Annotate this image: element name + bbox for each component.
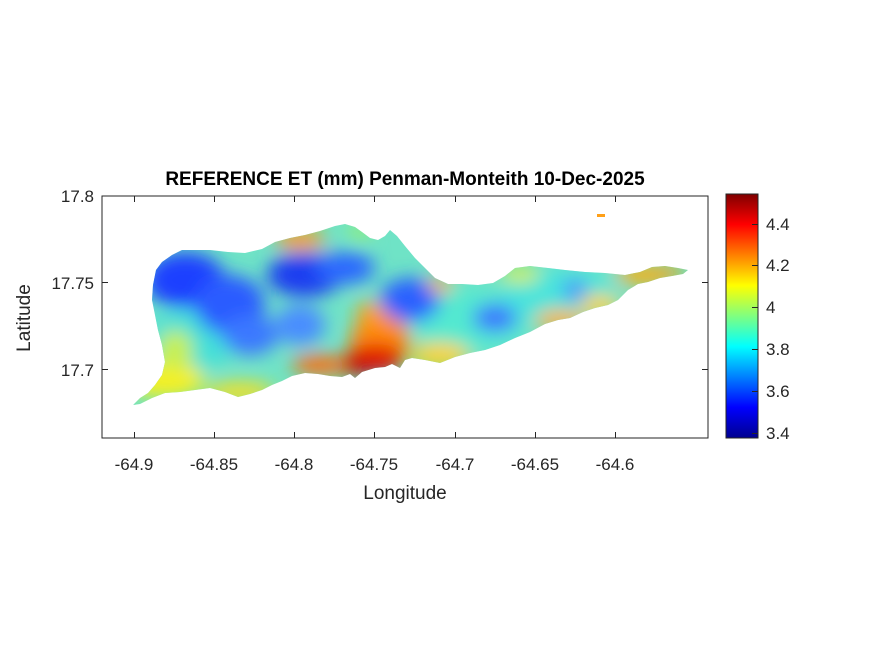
- colorbar-tick-label: 4: [766, 298, 775, 317]
- x-tick-label: -64.85: [190, 455, 238, 474]
- offshore-cay: [597, 214, 605, 217]
- colorbar-ticks: [752, 224, 758, 434]
- colorbar-tick-label: 3.8: [766, 340, 790, 359]
- axis-ticks: [102, 196, 708, 438]
- x-tick-label: -64.8: [275, 455, 314, 474]
- colorbar-tick-label: 4.4: [766, 215, 790, 234]
- x-tick-label: -64.65: [511, 455, 559, 474]
- y-tick-label: 17.75: [51, 274, 94, 293]
- x-axis-label: Longitude: [363, 483, 446, 504]
- colorbar-tick-label: 3.4: [766, 424, 790, 443]
- colorbar-tick-label: 3.6: [766, 382, 790, 401]
- x-tick-label: -64.75: [350, 455, 398, 474]
- x-tick-label: -64.9: [115, 455, 154, 474]
- chart-title: REFERENCE ET (mm) Penman-Monteith 10-Dec…: [165, 169, 645, 190]
- x-tick-label: -64.6: [596, 455, 635, 474]
- y-tick-label: 17.7: [61, 361, 94, 380]
- y-tick-label: 17.8: [61, 187, 94, 206]
- colorbar: [725, 193, 759, 439]
- y-axis-label: Latitude: [14, 284, 35, 352]
- colorbar-tick-label: 4.2: [766, 256, 790, 275]
- x-tick-label: -64.7: [436, 455, 475, 474]
